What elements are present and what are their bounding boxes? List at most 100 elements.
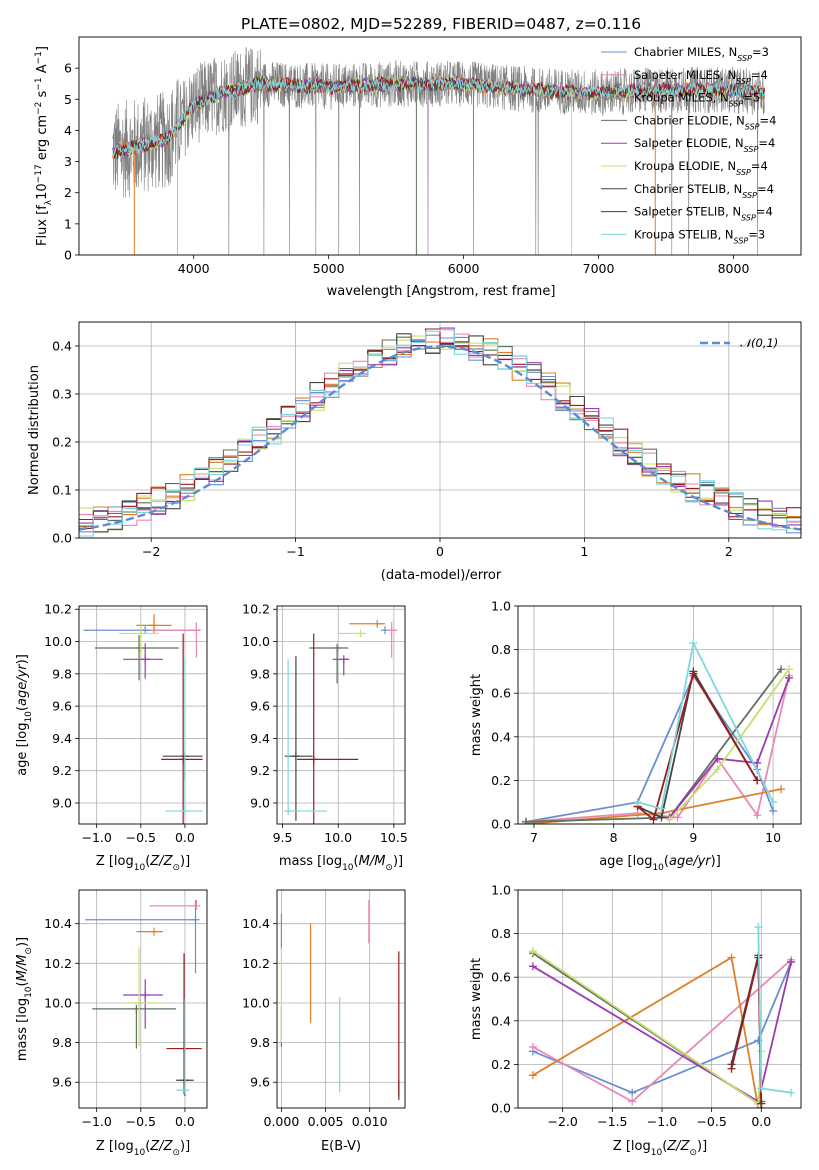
x-axis-label: E(B-V) <box>321 1139 361 1154</box>
x-tick-label: 5000 <box>313 261 345 276</box>
axes-frame <box>78 889 208 1109</box>
data-point <box>528 962 537 971</box>
y-tick-label: 0.0 <box>491 1101 511 1116</box>
error-point <box>338 629 367 638</box>
series <box>633 667 762 822</box>
histogram-step <box>79 333 801 533</box>
data-point <box>757 1099 766 1108</box>
data-point <box>769 806 778 815</box>
series-line <box>525 673 774 823</box>
series-line <box>532 956 760 1108</box>
data-point <box>777 785 786 794</box>
error-point <box>349 619 385 628</box>
y-tick-label: 9.6 <box>250 699 270 714</box>
y-tick-label: 0.0 <box>491 817 511 832</box>
y-tick-label: 9.4 <box>52 731 72 746</box>
x-tick-label: 10 <box>765 830 781 845</box>
y-tick-label: 9.4 <box>250 731 270 746</box>
x-tick-label: 9.5 <box>273 830 293 845</box>
x-tick-label: 0 <box>436 544 444 559</box>
plot-area <box>79 327 801 537</box>
legend-entry: Kroupa ELODIE, NSSP=4 <box>601 159 768 177</box>
y-tick-label: 6 <box>64 61 72 76</box>
x-tick-label: 0.0 <box>751 1114 771 1129</box>
legend-label: Chabrier STELIB, NSSP=4 <box>634 182 774 200</box>
y-tick-label: 10.4 <box>242 916 270 931</box>
error-point <box>118 625 159 658</box>
data-point <box>528 947 537 956</box>
error-point <box>386 622 398 658</box>
x-tick-label: 6000 <box>448 261 480 276</box>
data-point <box>753 758 762 767</box>
error-point <box>136 927 163 936</box>
y-tick-label: 1.0 <box>491 599 511 614</box>
y-tick-label: 0.0 <box>52 531 72 546</box>
y-tick-label: 0.8 <box>491 642 511 657</box>
plot-area <box>528 923 796 1108</box>
series-line <box>757 927 792 1094</box>
data-point <box>665 815 674 824</box>
y-tick-label: 10.2 <box>242 602 270 617</box>
chart-massweight_vs_age: 7 8 9 10 0.0 0.2 0.4 0.6 0.8 1.0 <box>491 599 802 845</box>
chart-spectrum: 4000 5000 6000 7000 8000 0 1 2 3 4 5 6 Chabrier MILE… <box>64 36 802 276</box>
data-point <box>785 673 794 682</box>
data-point <box>757 1084 766 1093</box>
legend-entry: Kroupa STELIB, NSSP=3 <box>601 227 765 245</box>
series-line <box>532 961 792 1094</box>
legend-label: Salpeter MILES, NSSP=4 <box>634 68 768 86</box>
x-axis-label: age [log10(age/yr)] <box>599 854 721 873</box>
data-point <box>787 957 796 966</box>
error-point <box>309 643 349 684</box>
x-tick-label: −1.0 <box>81 1114 111 1129</box>
error-point <box>149 899 201 910</box>
y-tick-label: 4 <box>64 123 72 138</box>
legend-label: Salpeter ELODIE, NSSP=4 <box>634 136 775 154</box>
x-tick-label: 10.5 <box>380 830 408 845</box>
y-tick-label: 0.2 <box>491 773 511 788</box>
y-tick-label: 0.6 <box>491 970 511 985</box>
series-line <box>637 640 774 810</box>
series <box>665 665 794 824</box>
legend-entry: Salpeter ELODIE, NSSP=4 <box>601 136 775 154</box>
series <box>754 923 796 1097</box>
y-tick-label: 9.2 <box>250 763 270 778</box>
error-point <box>94 635 179 681</box>
legend-label: Chabrier MILES, NSSP=3 <box>634 45 769 63</box>
y-tick-label: 10.2 <box>242 956 270 971</box>
error-point <box>85 899 200 974</box>
chart-residuals: −2 −1 0 1 2 0.0 0.1 0.2 0.3 0.4 𝒩(0,1) <box>52 321 802 559</box>
legend: Chabrier MILES, NSSP=3 Salpeter MILES, NS… <box>601 45 776 245</box>
x-tick-label: 0.0 <box>175 830 195 845</box>
x-tick-label: 2 <box>725 544 733 559</box>
plot-area <box>83 614 203 824</box>
data-point <box>657 804 666 813</box>
data-point <box>649 815 658 824</box>
error-point <box>136 614 172 634</box>
y-tick-label: 10.0 <box>44 995 72 1010</box>
error-point <box>165 659 203 816</box>
error-point <box>297 633 359 824</box>
x-tick-label: 8000 <box>718 261 750 276</box>
chart-massweight_vs_Z: −2.0 −1.5 −1.0 −0.5 0.0 0.0 0.2 0.4 0.6 0.8 1.0 <box>491 883 802 1129</box>
chart-mass_vs_ebv: 0.000 0.005 0.010 9.6 9.8 10.0 10.2 10.4 <box>242 889 406 1129</box>
chart-age_vs_mass: 9.5 10.0 10.5 9.0 9.2 9.4 9.6 9.8 10.0 10.2 <box>242 602 408 845</box>
data-point <box>689 639 698 648</box>
y-tick-label: 10.2 <box>44 602 72 617</box>
legend-label: 𝒩(0,1) <box>740 336 778 350</box>
y-tick-label: 0.1 <box>52 483 72 498</box>
x-tick-label: 4000 <box>178 261 210 276</box>
axes-frame <box>517 889 802 1109</box>
error-point <box>121 947 162 1047</box>
normal-curve <box>79 345 801 531</box>
observed-spectrum <box>112 47 765 255</box>
data-point <box>777 665 786 674</box>
error-point <box>161 633 203 824</box>
x-tick-label: 10.0 <box>324 830 352 845</box>
data-point <box>657 813 666 822</box>
y-tick-label: 9.6 <box>52 1075 72 1090</box>
x-tick-label: 1 <box>580 544 588 559</box>
error-point <box>176 999 190 1095</box>
legend-entry: Chabrier ELODIE, NSSP=4 <box>601 113 776 131</box>
x-tick-label: 7000 <box>583 261 615 276</box>
